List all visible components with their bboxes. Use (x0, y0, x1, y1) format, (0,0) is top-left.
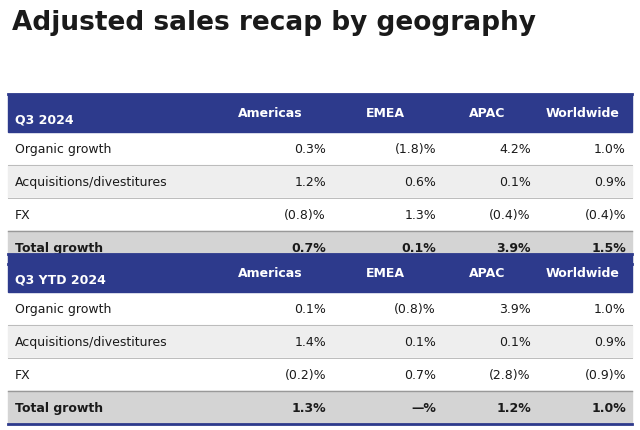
Bar (8, 358, 632, 391)
Text: 4.2%: 4.2% (499, 143, 531, 156)
Text: 1.3%: 1.3% (291, 401, 326, 414)
Text: (0.4)%: (0.4)% (584, 209, 626, 221)
Text: 1.4%: 1.4% (294, 335, 326, 348)
Bar (8, 95, 632, 133)
Text: Acquisitions/divestitures: Acquisitions/divestitures (15, 335, 168, 348)
Bar (8, 231, 632, 264)
Text: Total growth: Total growth (15, 401, 103, 414)
Text: 3.9%: 3.9% (499, 302, 531, 315)
Text: 0.1%: 0.1% (401, 241, 436, 255)
Text: Adjusted sales recap by geography: Adjusted sales recap by geography (12, 10, 536, 36)
Text: 1.2%: 1.2% (496, 401, 531, 414)
Text: Americas: Americas (237, 107, 302, 120)
Text: APAC: APAC (469, 267, 506, 280)
Text: 0.9%: 0.9% (594, 175, 626, 189)
Bar (8, 166, 632, 199)
Text: 1.0%: 1.0% (594, 143, 626, 156)
Text: 1.2%: 1.2% (294, 175, 326, 189)
Text: EMEA: EMEA (365, 267, 404, 280)
Text: Acquisitions/divestitures: Acquisitions/divestitures (15, 175, 168, 189)
Text: (0.9)%: (0.9)% (584, 368, 626, 381)
Text: (2.8)%: (2.8)% (490, 368, 531, 381)
Text: 0.3%: 0.3% (294, 143, 326, 156)
Text: 3.9%: 3.9% (497, 241, 531, 255)
Text: FX: FX (15, 209, 31, 221)
Text: Q3 2024: Q3 2024 (15, 114, 74, 127)
Text: Worldwide: Worldwide (545, 267, 620, 280)
Text: Americas: Americas (237, 267, 302, 280)
Text: 1.5%: 1.5% (591, 241, 626, 255)
Text: 0.1%: 0.1% (294, 302, 326, 315)
Text: 0.7%: 0.7% (404, 368, 436, 381)
Text: 1.3%: 1.3% (404, 209, 436, 221)
Text: 0.9%: 0.9% (594, 335, 626, 348)
Text: 0.6%: 0.6% (404, 175, 436, 189)
Text: Q3 YTD 2024: Q3 YTD 2024 (15, 273, 106, 286)
Text: (0.8)%: (0.8)% (394, 302, 436, 315)
Text: Total growth: Total growth (15, 241, 103, 255)
Text: APAC: APAC (469, 107, 506, 120)
Text: Worldwide: Worldwide (545, 107, 620, 120)
Bar (8, 199, 632, 231)
Bar (8, 255, 632, 292)
Text: EMEA: EMEA (365, 107, 404, 120)
Text: Organic growth: Organic growth (15, 143, 111, 156)
Bar (8, 292, 632, 325)
Text: (0.2)%: (0.2)% (284, 368, 326, 381)
Bar (8, 133, 632, 166)
Text: 1.0%: 1.0% (591, 401, 626, 414)
Text: (1.8)%: (1.8)% (394, 143, 436, 156)
Text: 0.1%: 0.1% (499, 335, 531, 348)
Bar (8, 325, 632, 358)
Text: 0.7%: 0.7% (291, 241, 326, 255)
Text: FX: FX (15, 368, 31, 381)
Text: 0.1%: 0.1% (499, 175, 531, 189)
Text: —%: —% (411, 401, 436, 414)
Text: (0.4)%: (0.4)% (490, 209, 531, 221)
Text: Organic growth: Organic growth (15, 302, 111, 315)
Text: 0.1%: 0.1% (404, 335, 436, 348)
Text: 1.0%: 1.0% (594, 302, 626, 315)
Bar (8, 391, 632, 424)
Text: (0.8)%: (0.8)% (284, 209, 326, 221)
